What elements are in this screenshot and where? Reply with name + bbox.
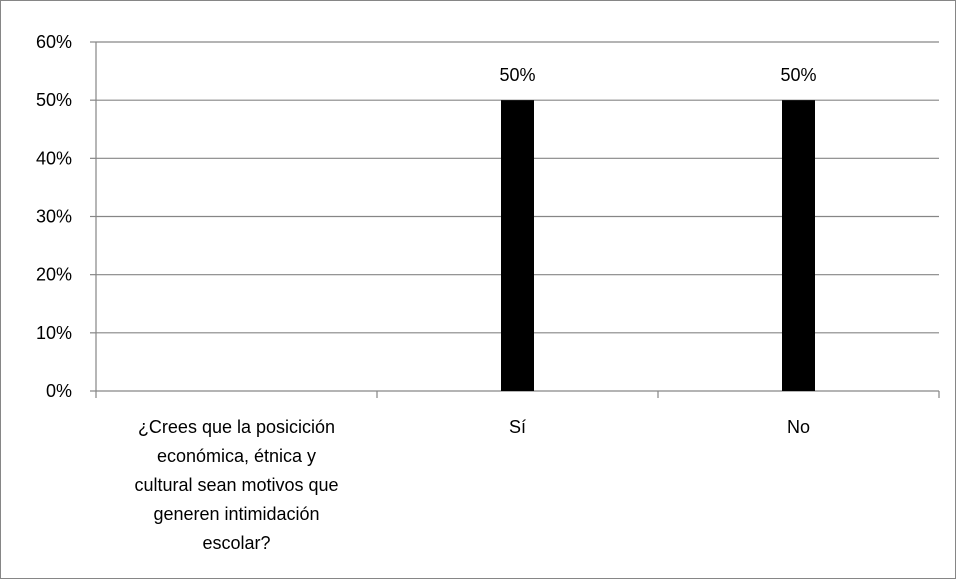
x-category-label: ¿Crees que la posicición <box>138 417 335 437</box>
data-label: 50% <box>499 65 535 85</box>
x-category-label: económica, étnica y <box>157 446 316 466</box>
y-tick-label: 0% <box>46 381 72 401</box>
x-category-label: Sí <box>509 417 526 437</box>
x-category-label: escolar? <box>202 533 270 553</box>
bar <box>782 100 815 392</box>
y-tick-label: 40% <box>36 148 72 168</box>
y-tick-label: 50% <box>36 90 72 110</box>
x-category-label: cultural sean motivos que <box>134 475 338 495</box>
data-label: 50% <box>780 65 816 85</box>
x-category-label: generen intimidación <box>153 504 319 524</box>
y-tick-label: 30% <box>36 207 72 227</box>
y-tick-label: 10% <box>36 323 72 343</box>
x-category-label: No <box>787 417 810 437</box>
bar <box>501 100 534 392</box>
y-tick-label: 20% <box>36 265 72 285</box>
y-tick-label: 60% <box>36 32 72 52</box>
